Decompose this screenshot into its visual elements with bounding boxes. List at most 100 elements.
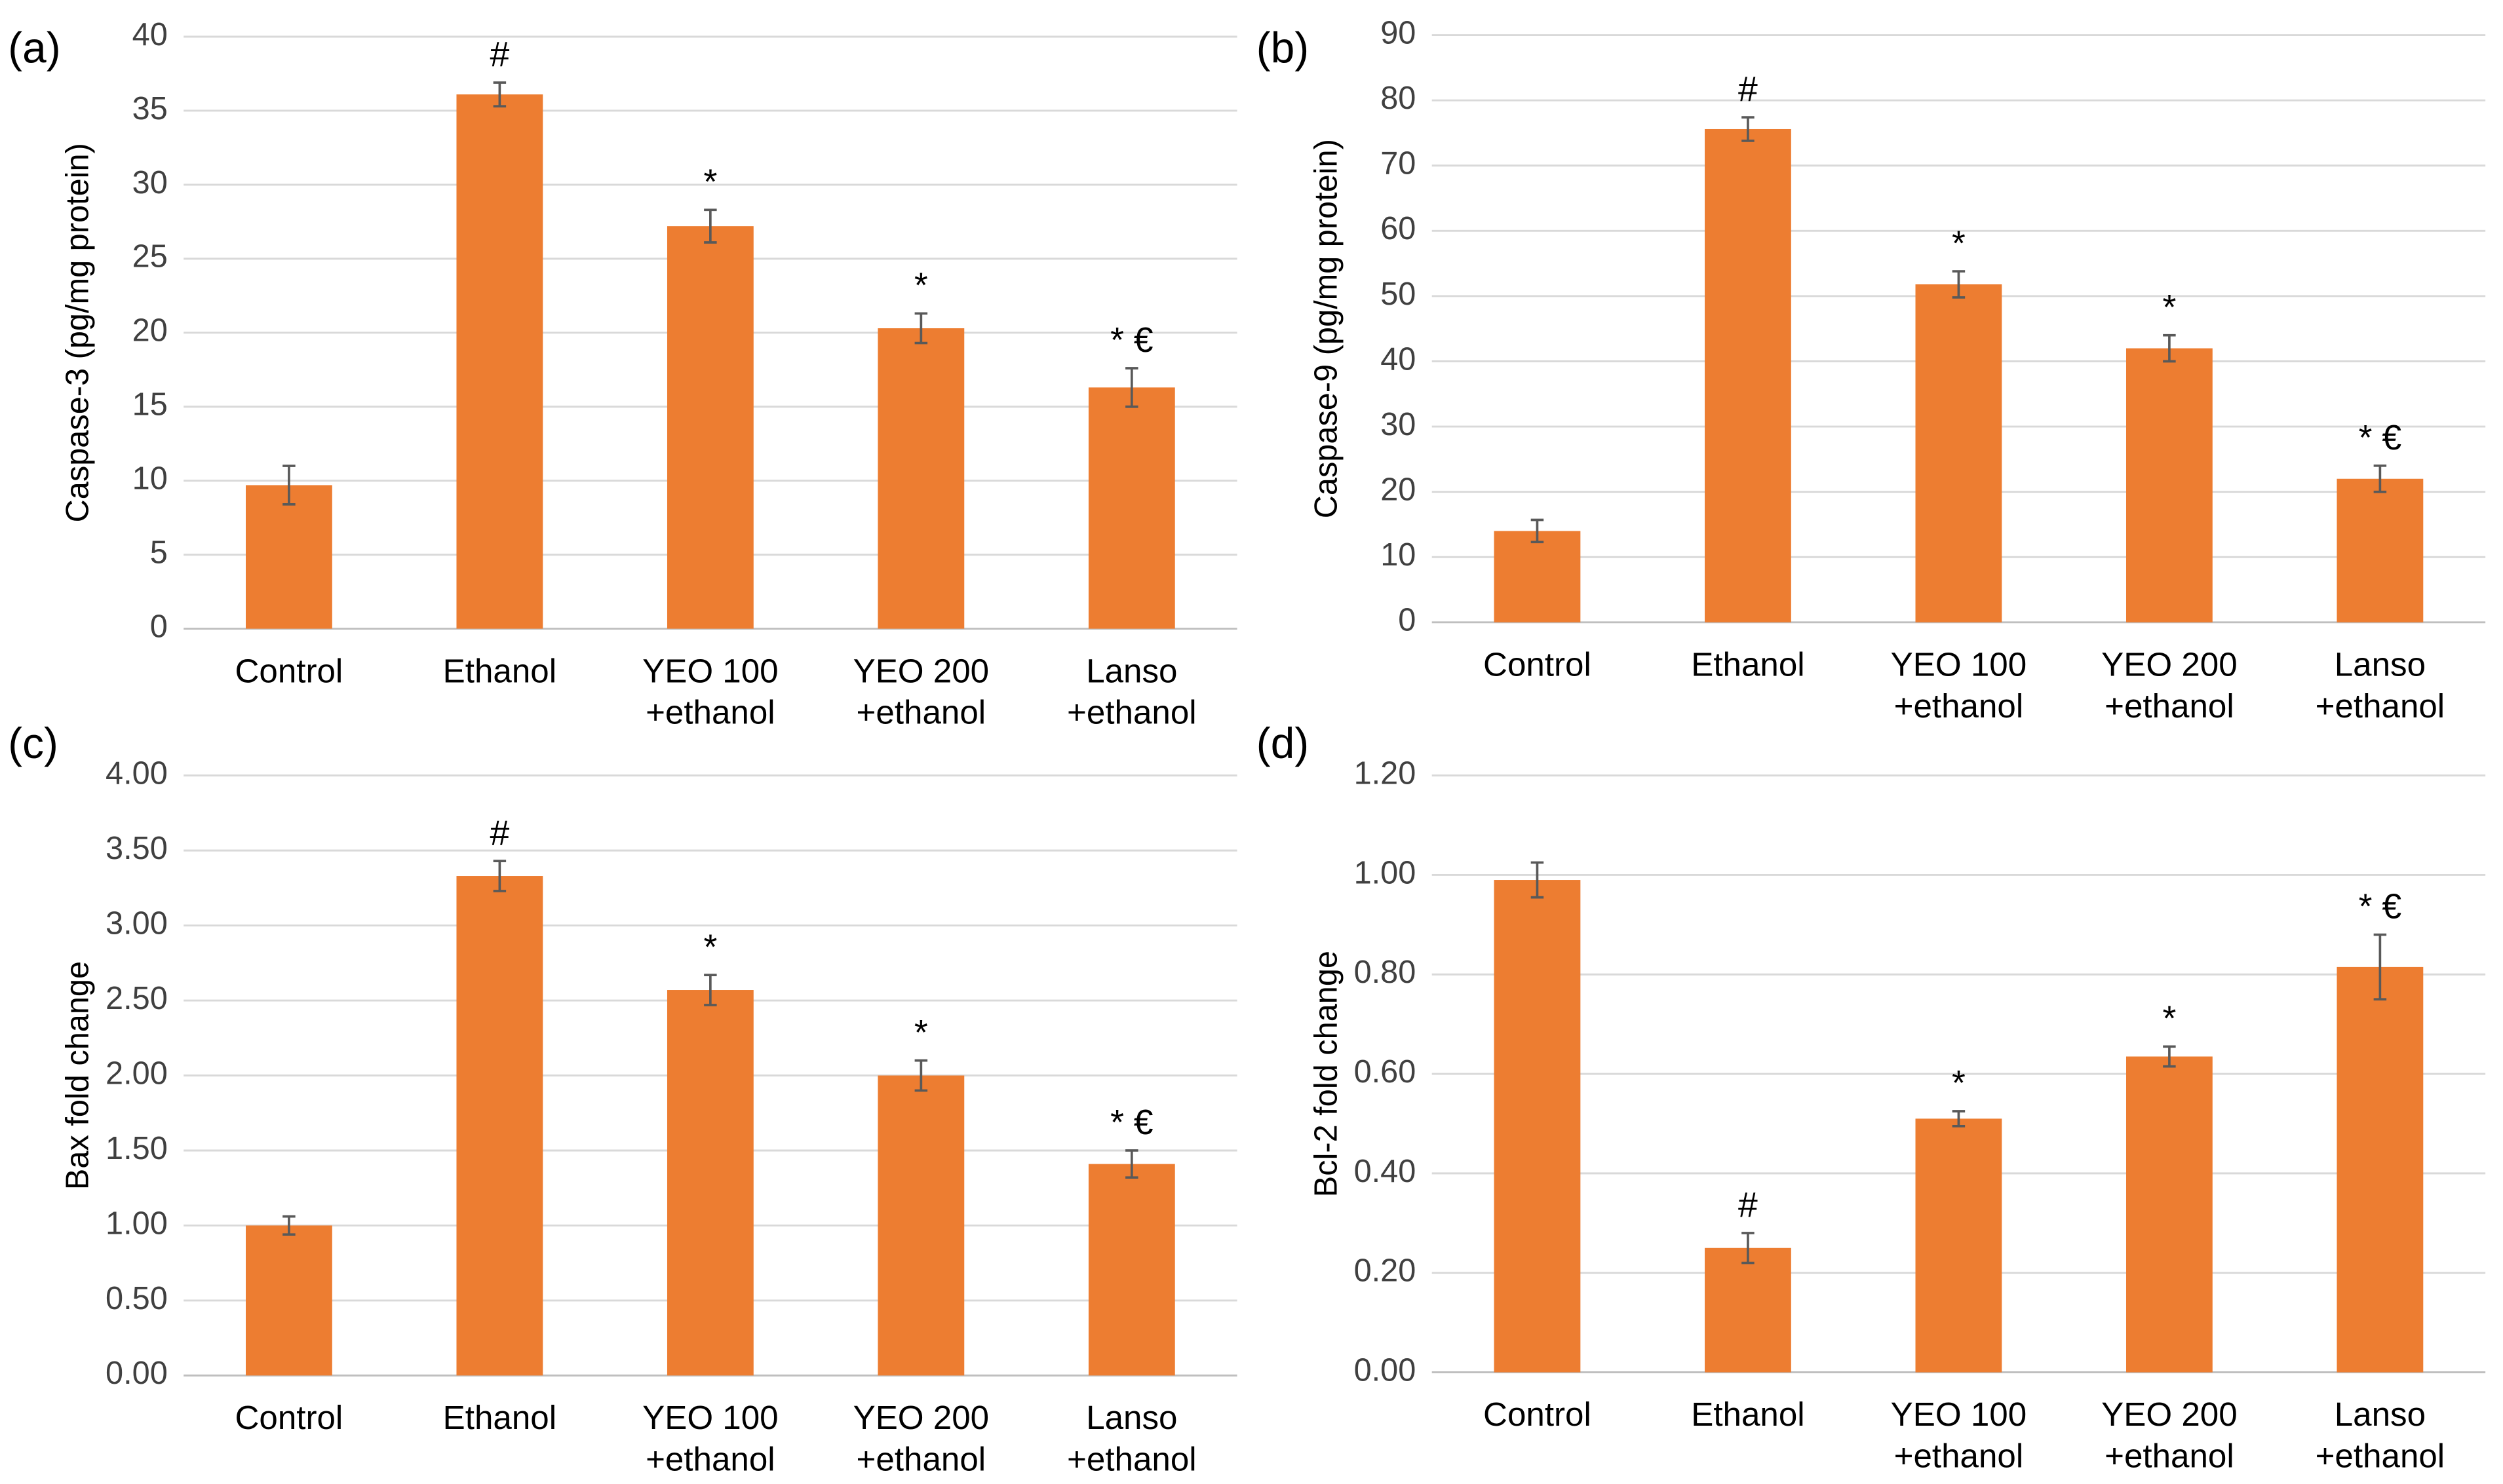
y-tick-label: 4.00 — [106, 756, 168, 791]
y-tick-label: 0.80 — [1354, 955, 1416, 990]
x-tick-label: Ethanol — [1691, 1396, 1804, 1433]
error-bar — [1952, 1110, 1966, 1128]
bar — [878, 1075, 965, 1376]
error-bar — [1125, 367, 1138, 408]
y-tick-label: 1.50 — [106, 1131, 168, 1166]
x-tick-label: +ethanol — [646, 1440, 775, 1477]
significance-label: * — [1952, 223, 1966, 263]
x-tick-label: +ethanol — [646, 694, 775, 731]
error-bar — [1125, 1149, 1138, 1179]
significance-label: * — [1952, 1063, 1966, 1103]
x-tick-label: +ethanol — [1067, 694, 1197, 731]
error-bar — [2163, 1045, 2176, 1068]
panel-label: (d) — [1256, 719, 1309, 767]
x-tick-label: +ethanol — [857, 694, 986, 731]
bar — [456, 94, 543, 629]
x-tick-label: +ethanol — [857, 1440, 986, 1477]
x-tick-label: +ethanol — [2316, 1437, 2445, 1475]
y-tick-label: 5 — [150, 535, 168, 570]
y-tick-label: 2.00 — [106, 1056, 168, 1091]
bar — [245, 1225, 332, 1376]
bar — [1705, 1247, 1791, 1373]
significance-label: # — [490, 813, 509, 852]
significance-label: * — [703, 162, 717, 201]
y-tick-label: 1.00 — [1354, 855, 1416, 890]
y-tick-label: 25 — [132, 239, 168, 275]
x-tick-label: Lanso — [1086, 652, 1177, 689]
bar — [667, 226, 754, 629]
x-tick-label: YEO 100 — [1891, 646, 2027, 683]
x-tick-label: YEO 200 — [853, 652, 989, 689]
panel-label: (b) — [1256, 23, 1309, 71]
y-tick-label: 90 — [1380, 15, 1416, 50]
y-tick-label: 1.00 — [106, 1206, 168, 1241]
error-bar — [704, 974, 717, 1006]
y-tick-label: 30 — [132, 165, 168, 200]
y-tick-label: 0.00 — [106, 1356, 168, 1391]
significance-label: * — [914, 266, 928, 305]
x-tick-label: YEO 200 — [2101, 646, 2237, 683]
significance-label: # — [1738, 69, 1758, 109]
bar — [1494, 880, 1581, 1373]
significance-label: * € — [2359, 887, 2402, 926]
x-tick-label: Ethanol — [443, 1399, 556, 1436]
bar — [1088, 1164, 1175, 1376]
panel-label: (a) — [8, 23, 60, 71]
y-tick-label: 60 — [1380, 211, 1416, 246]
bar — [245, 485, 332, 629]
bar — [1088, 387, 1175, 629]
bar — [1915, 1118, 2002, 1373]
x-tick-label: Ethanol — [1691, 646, 1804, 683]
bar — [667, 990, 754, 1376]
x-tick-label: +ethanol — [2105, 1437, 2234, 1475]
y-tick-label: 0.20 — [1354, 1253, 1416, 1289]
error-bar — [282, 1215, 296, 1236]
y-axis-label: Bax fold change — [60, 961, 96, 1190]
y-tick-label: 20 — [1380, 472, 1416, 508]
significance-label: * — [914, 1013, 928, 1052]
y-tick-label: 0 — [150, 609, 168, 644]
y-tick-label: 0.60 — [1354, 1054, 1416, 1090]
bar — [1705, 128, 1791, 622]
bar — [2337, 966, 2424, 1373]
y-tick-label: 0 — [1398, 603, 1416, 638]
significance-label: * € — [1110, 1103, 1154, 1142]
y-tick-label: 10 — [132, 461, 168, 497]
y-tick-label: 0.00 — [1354, 1352, 1416, 1388]
error-bar — [1530, 861, 1544, 899]
significance-label: # — [490, 35, 509, 74]
error-bar — [1530, 518, 1544, 544]
significance-label: * — [2162, 999, 2176, 1038]
y-tick-label: 30 — [1380, 407, 1416, 442]
y-tick-label: 15 — [132, 387, 168, 423]
significance-label: # — [1738, 1185, 1758, 1225]
error-bar — [2373, 933, 2387, 1001]
y-axis-label: Caspase-9 (pg/mg protein) — [1308, 139, 1344, 518]
y-tick-label: 10 — [1380, 537, 1416, 573]
error-bar — [2373, 465, 2387, 493]
error-bar — [1741, 1232, 1755, 1265]
bar — [2125, 1056, 2213, 1373]
bar — [1915, 284, 2002, 622]
y-tick-label: 40 — [1380, 341, 1416, 377]
error-bar — [914, 312, 928, 345]
y-tick-label: 0.40 — [1354, 1154, 1416, 1189]
x-tick-label: +ethanol — [1894, 687, 2024, 725]
y-tick-label: 80 — [1380, 81, 1416, 116]
y-tick-label: 0.50 — [106, 1281, 168, 1316]
bar — [878, 328, 965, 629]
significance-label: * — [2162, 288, 2176, 327]
x-tick-label: +ethanol — [1067, 1440, 1197, 1477]
x-tick-label: +ethanol — [1894, 1437, 2024, 1475]
error-bar — [1741, 116, 1755, 142]
x-tick-label: Lanso — [1086, 1399, 1177, 1436]
x-tick-label: Lanso — [2335, 646, 2426, 683]
bar — [1494, 531, 1581, 622]
significance-label: * — [703, 927, 717, 966]
error-bar — [493, 860, 507, 892]
panel-label: (c) — [8, 719, 58, 767]
y-tick-label: 40 — [132, 17, 168, 52]
y-tick-label: 50 — [1380, 276, 1416, 312]
error-bar — [914, 1059, 928, 1092]
